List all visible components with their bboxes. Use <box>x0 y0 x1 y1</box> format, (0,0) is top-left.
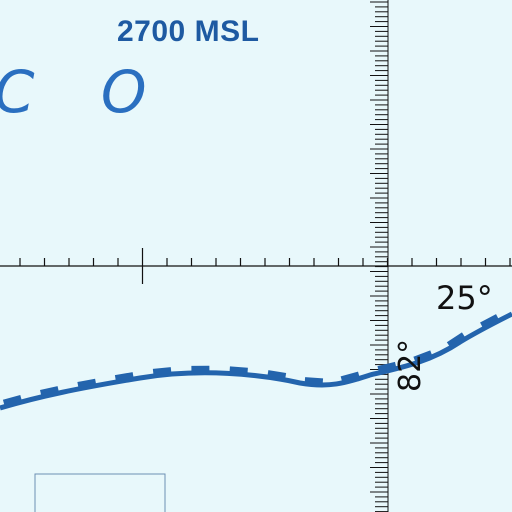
route-dash <box>152 367 172 375</box>
route-dash <box>340 371 360 383</box>
route-dash <box>413 350 433 363</box>
airway-route <box>0 311 512 411</box>
route-dash <box>191 365 210 372</box>
route-dash <box>446 332 466 348</box>
altitude-label: 2700 MSL <box>117 15 260 48</box>
longitude-label: 82° <box>393 338 428 392</box>
route-dash <box>267 370 287 379</box>
longitude-line <box>370 0 389 512</box>
route-dash <box>40 386 59 396</box>
route-dash <box>2 394 22 406</box>
route-dash <box>77 378 97 388</box>
latitude-label: 25° <box>436 279 493 317</box>
place-name: C O <box>0 58 171 126</box>
route-dash <box>304 377 324 385</box>
latitude-line <box>0 248 512 284</box>
route-dash <box>229 366 248 374</box>
route-dash <box>377 361 397 372</box>
area-boundary <box>34 473 166 512</box>
route-dash <box>114 372 134 382</box>
route-dash <box>480 314 499 328</box>
